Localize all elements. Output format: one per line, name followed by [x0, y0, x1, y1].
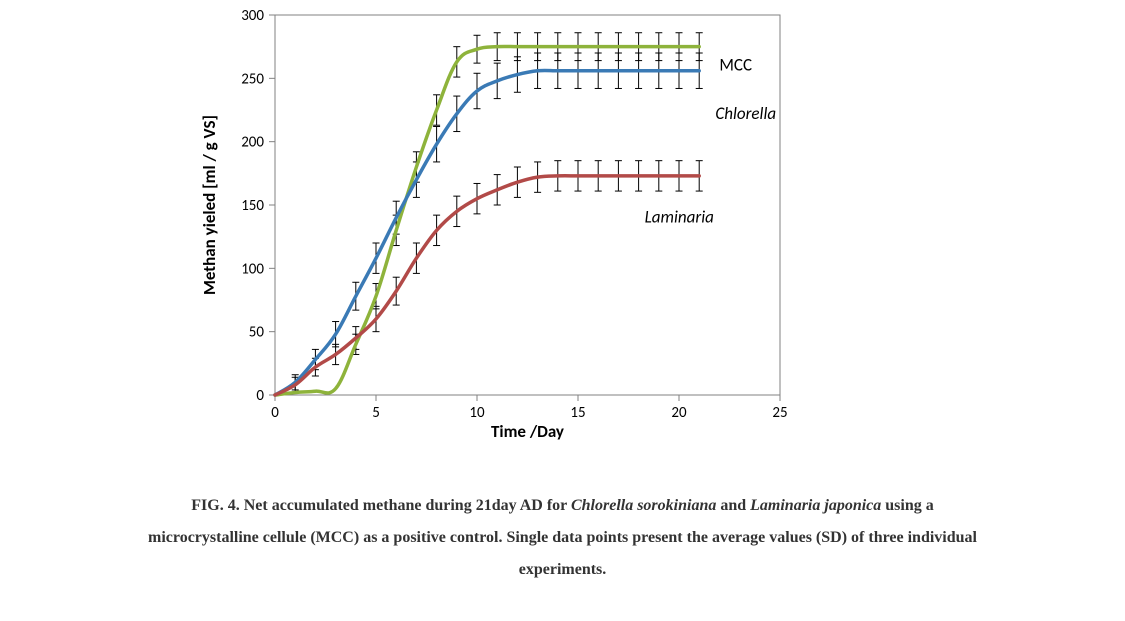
svg-text:50: 50 — [249, 324, 265, 342]
svg-text:20: 20 — [671, 404, 687, 422]
svg-text:5: 5 — [372, 404, 380, 422]
svg-text:0: 0 — [256, 387, 264, 405]
figure-caption: FIG. 4. Net accumulated methane during 2… — [0, 490, 1125, 586]
caption-em-laminaria: Laminaria japonica — [750, 497, 881, 514]
svg-text:Chlorella: Chlorella — [715, 103, 776, 124]
caption-em-chlorella: Chlorella sorokiniana — [571, 497, 716, 514]
svg-text:Time /Day: Time /Day — [491, 421, 564, 442]
page-root: 0 50 100 150 200 250 300 0 5 10 15 20 25 Time /Day Met… — [0, 0, 1125, 621]
svg-text:200: 200 — [241, 134, 264, 152]
figure-label: FIG. 4. — [191, 497, 239, 514]
svg-text:15: 15 — [570, 404, 585, 422]
svg-text:0: 0 — [271, 404, 279, 422]
caption-text-1b: and — [716, 497, 750, 514]
svg-text:250: 250 — [241, 70, 264, 88]
svg-text:Methan yieled [ml / g VS]: Methan yieled [ml / g VS] — [199, 115, 220, 295]
methane-yield-chart: 0 50 100 150 200 250 300 0 5 10 15 20 25 Time /Day Met… — [180, 0, 945, 445]
svg-text:25: 25 — [772, 404, 787, 422]
caption-text-1a: Net accumulated methane during 21day AD … — [240, 497, 571, 514]
caption-text-1c: using a — [881, 497, 933, 514]
svg-text:300: 300 — [241, 7, 264, 25]
chart-container: 0 50 100 150 200 250 300 0 5 10 15 20 25 Time /Day Met… — [180, 0, 945, 445]
svg-text:Laminaria: Laminaria — [645, 207, 714, 228]
svg-text:100: 100 — [241, 260, 264, 278]
caption-text-3: experiments. — [519, 561, 607, 578]
svg-text:10: 10 — [469, 404, 485, 422]
svg-text:150: 150 — [241, 197, 264, 215]
svg-text:MCC: MCC — [719, 55, 752, 76]
caption-text-2: microcrystalline cellule (MCC) as a posi… — [148, 529, 977, 546]
